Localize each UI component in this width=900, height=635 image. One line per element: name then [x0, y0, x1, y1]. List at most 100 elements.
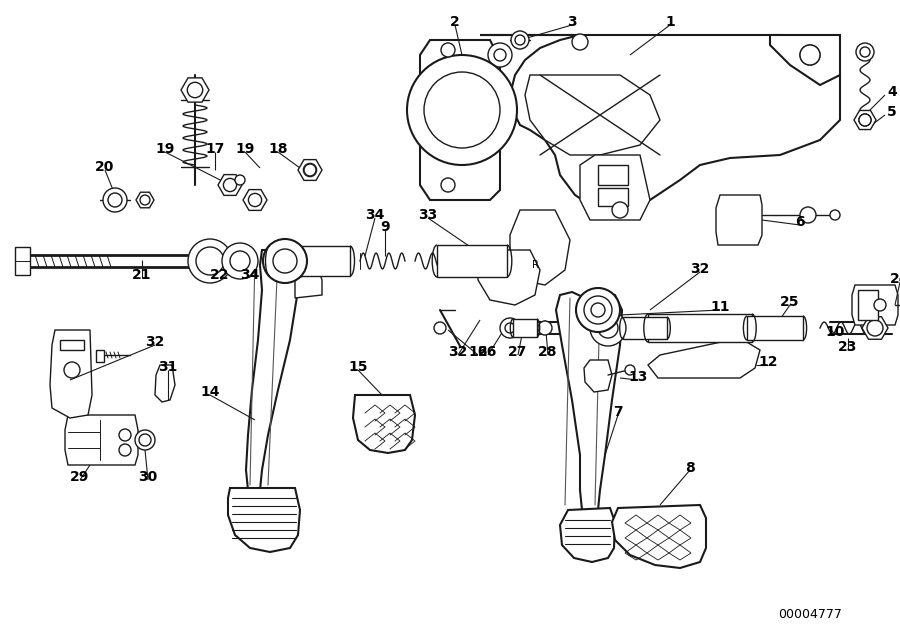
Bar — [623, 317, 667, 339]
Text: 28: 28 — [538, 345, 558, 359]
Text: 31: 31 — [158, 360, 177, 374]
Polygon shape — [478, 250, 540, 305]
Bar — [747, 316, 803, 340]
Text: 6: 6 — [796, 215, 805, 229]
Circle shape — [800, 45, 820, 65]
Text: 14: 14 — [200, 385, 220, 399]
Bar — [598, 188, 628, 206]
Bar — [270, 246, 350, 276]
Text: 27: 27 — [508, 345, 527, 359]
Text: 10: 10 — [825, 325, 845, 339]
Text: 9: 9 — [380, 220, 390, 234]
Text: 17: 17 — [205, 142, 225, 156]
Polygon shape — [136, 192, 154, 208]
Circle shape — [830, 210, 840, 220]
Text: 2: 2 — [450, 15, 460, 29]
Circle shape — [576, 288, 620, 332]
Text: 8: 8 — [685, 461, 695, 475]
Bar — [437, 245, 507, 277]
Circle shape — [103, 188, 127, 212]
Text: 24: 24 — [890, 272, 900, 286]
Circle shape — [304, 164, 316, 176]
Circle shape — [856, 43, 874, 61]
Circle shape — [119, 429, 131, 441]
Text: 19: 19 — [156, 142, 175, 156]
Polygon shape — [862, 317, 888, 339]
Text: 23: 23 — [838, 340, 858, 354]
Circle shape — [488, 43, 512, 67]
Polygon shape — [50, 330, 92, 418]
Polygon shape — [480, 35, 840, 210]
Circle shape — [800, 45, 820, 65]
Text: 11: 11 — [710, 300, 730, 314]
Text: 13: 13 — [628, 370, 648, 384]
Text: 34: 34 — [240, 268, 260, 282]
Text: 18: 18 — [268, 142, 288, 156]
Polygon shape — [510, 210, 570, 285]
Text: 5: 5 — [887, 105, 897, 119]
Bar — [60, 340, 84, 350]
Circle shape — [119, 444, 131, 456]
Text: 29: 29 — [70, 470, 90, 484]
Text: R: R — [532, 260, 538, 270]
Circle shape — [800, 207, 816, 223]
Circle shape — [867, 320, 883, 336]
Bar — [513, 319, 537, 337]
Text: 22: 22 — [211, 268, 230, 282]
Polygon shape — [353, 395, 415, 453]
Circle shape — [424, 72, 500, 148]
Text: 26: 26 — [478, 345, 498, 359]
Circle shape — [196, 247, 224, 275]
Polygon shape — [228, 488, 300, 552]
Polygon shape — [295, 268, 322, 298]
Circle shape — [590, 310, 626, 346]
Text: 32: 32 — [448, 345, 468, 359]
Circle shape — [263, 239, 307, 283]
Polygon shape — [65, 415, 138, 465]
Polygon shape — [556, 292, 622, 510]
Text: 12: 12 — [758, 355, 778, 369]
Text: 30: 30 — [139, 470, 158, 484]
Circle shape — [303, 163, 317, 177]
Circle shape — [434, 322, 446, 334]
Bar — [648, 314, 752, 342]
Polygon shape — [854, 110, 876, 130]
Polygon shape — [96, 350, 104, 362]
Text: 16: 16 — [468, 345, 488, 359]
Text: 25: 25 — [780, 295, 800, 309]
Polygon shape — [155, 365, 175, 402]
Polygon shape — [15, 247, 30, 275]
Polygon shape — [298, 159, 322, 180]
Circle shape — [591, 303, 605, 317]
Text: 19: 19 — [235, 142, 255, 156]
Circle shape — [859, 114, 871, 126]
Circle shape — [441, 43, 455, 57]
Text: 00004777: 00004777 — [778, 608, 842, 622]
Text: 7: 7 — [613, 405, 623, 419]
Circle shape — [511, 31, 529, 49]
Polygon shape — [181, 78, 209, 102]
Circle shape — [612, 202, 628, 218]
Text: 3: 3 — [567, 15, 577, 29]
Text: 33: 33 — [418, 208, 437, 222]
Circle shape — [874, 299, 886, 311]
Text: 4: 4 — [887, 85, 897, 99]
Circle shape — [868, 321, 882, 335]
Circle shape — [859, 114, 871, 126]
Circle shape — [139, 434, 151, 446]
Circle shape — [625, 365, 635, 375]
Circle shape — [140, 195, 150, 205]
Polygon shape — [560, 508, 615, 562]
Polygon shape — [580, 155, 650, 220]
Polygon shape — [648, 338, 760, 378]
Polygon shape — [246, 248, 300, 490]
Circle shape — [572, 34, 588, 50]
Circle shape — [230, 251, 250, 271]
Circle shape — [584, 296, 612, 324]
Circle shape — [407, 55, 517, 165]
Text: 1: 1 — [665, 15, 675, 29]
Circle shape — [187, 83, 202, 98]
Polygon shape — [525, 75, 660, 155]
Circle shape — [273, 249, 297, 273]
Circle shape — [222, 243, 258, 279]
